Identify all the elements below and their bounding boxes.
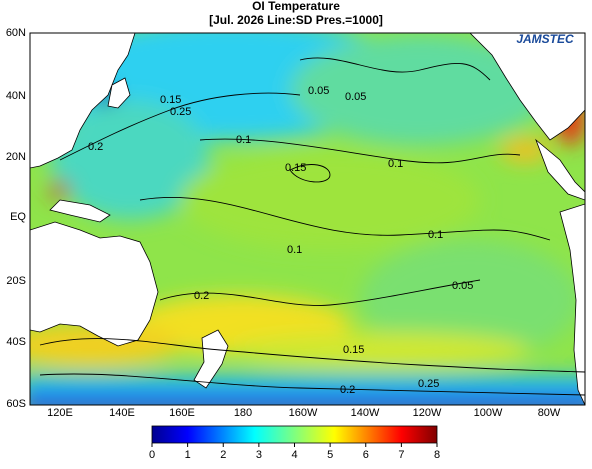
colorbar-tick-label: 1 xyxy=(185,449,191,461)
contour-label: 0.05 xyxy=(308,85,329,97)
colorbar-tick-label: 2 xyxy=(220,449,226,461)
map-frame xyxy=(29,32,586,406)
lat-label: 40N xyxy=(6,90,26,102)
map: 0.15 0.25 0.2 0.1 0.05 0.05 0.15 0.1 0.1… xyxy=(30,33,585,405)
lon-label: 120E xyxy=(47,407,73,419)
colorbar-tick-label: 3 xyxy=(256,449,262,461)
contour-label: 0.1 xyxy=(428,229,443,241)
lon-label: 80W xyxy=(538,407,561,419)
colorbar-tick-label: 6 xyxy=(363,449,369,461)
lon-label: 100W xyxy=(474,407,503,419)
colorbar-tick-label: 8 xyxy=(434,449,440,461)
lon-label: 160W xyxy=(289,407,318,419)
subtitle: [Jul. 2026 Line:SD Pres.=1000] xyxy=(209,13,383,27)
colorbar-tick-label: 5 xyxy=(327,449,333,461)
colorbar-tick-label: 0 xyxy=(149,449,155,461)
contour-label: 0.2 xyxy=(88,141,103,153)
logo: JAMSTEC xyxy=(516,32,574,46)
contour-label: 0.05 xyxy=(345,91,366,103)
lat-label: 20S xyxy=(6,275,26,287)
land xyxy=(30,33,585,405)
contour-label: 0.15 xyxy=(285,162,306,174)
lat-label: 60N xyxy=(6,27,26,39)
contour-label: 0.2 xyxy=(340,384,355,396)
colorbar-ticks: 0 1 2 3 4 5 6 7 8 xyxy=(149,443,440,461)
lat-label: 60S xyxy=(6,398,26,410)
contour-label: 0.2 xyxy=(194,290,209,302)
contour-label: 0.25 xyxy=(170,106,191,118)
contour-label: 0.1 xyxy=(287,244,302,256)
contour-label: 0.15 xyxy=(160,94,181,106)
colorbar xyxy=(151,425,438,444)
temperature-field xyxy=(30,33,585,405)
lon-label: 180 xyxy=(234,407,252,419)
lat-label: 40S xyxy=(6,336,26,348)
colorbar-tick-label: 7 xyxy=(398,449,404,461)
contour-label: 0.1 xyxy=(236,134,251,146)
lat-label: 20N xyxy=(6,151,26,163)
lon-label: 120W xyxy=(413,407,442,419)
lon-label: 160E xyxy=(169,407,195,419)
lon-label: 140W xyxy=(351,407,380,419)
contour-label: 0.1 xyxy=(388,158,403,170)
lat-label: EQ xyxy=(10,211,26,223)
lon-label: 140E xyxy=(109,407,135,419)
contour-label: 0.15 xyxy=(343,344,364,356)
contour-label: 0.25 xyxy=(418,378,439,390)
title: OI Temperature xyxy=(252,0,340,13)
contour-label: 0.05 xyxy=(452,280,473,292)
colorbar-tick-label: 4 xyxy=(291,449,297,461)
contours xyxy=(39,57,585,396)
